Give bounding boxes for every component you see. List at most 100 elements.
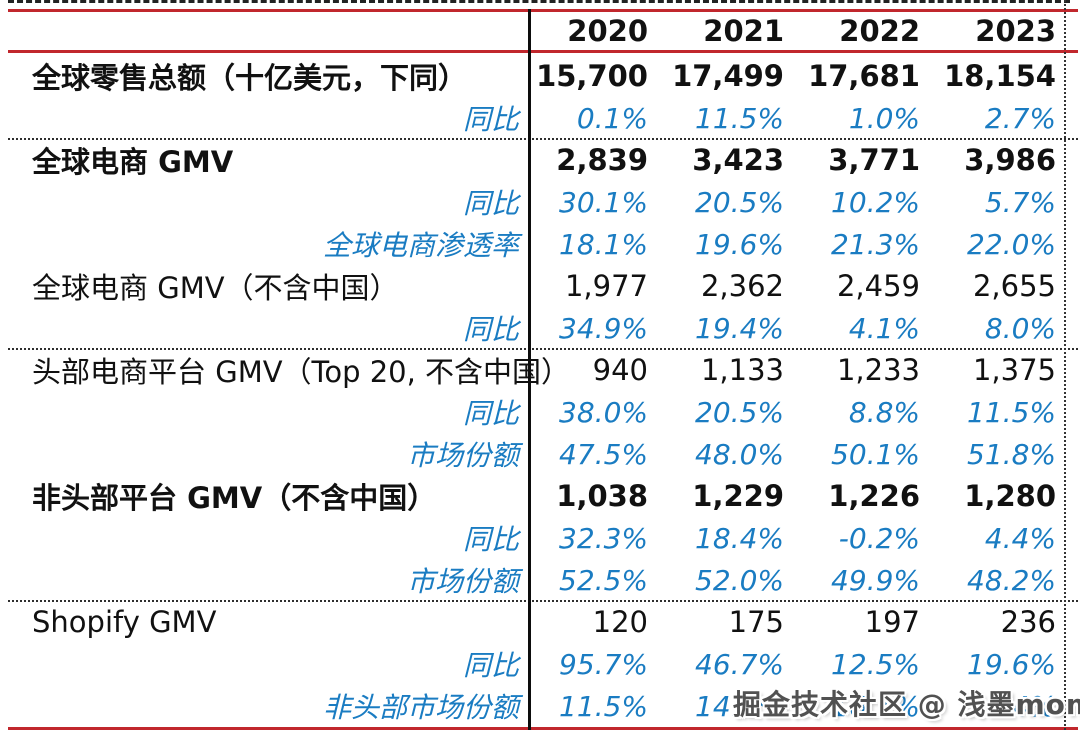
cell-value-2020: 38.0% (559, 395, 648, 429)
cell-value-2020: 34.9% (559, 311, 648, 345)
cell-value-2021: 1,133 (700, 353, 784, 387)
cell-value-2023: 3,986 (964, 143, 1056, 177)
table-row: 全球电商渗透率 18.1% 19.6% 21.3% 22.0% (8, 223, 1075, 265)
cell-value-2023: 236 (1000, 605, 1056, 639)
header-bottom-red-rule (8, 50, 1078, 53)
cell-value-2021: 1,229 (692, 479, 784, 513)
top-clipped-dashed-line (8, 0, 1070, 3)
table-row: 头部电商平台 GMV（Top 20, 不含中国） 940 1,133 1,233… (8, 349, 1075, 391)
cell-value-2022: 1,226 (828, 479, 920, 513)
table-row: 市场份额 47.5% 48.0% 50.1% 51.8% (8, 433, 1075, 475)
cell-value-2020: 2,839 (556, 143, 648, 177)
cell-value-2023: 48.2% (967, 563, 1056, 597)
table-row: 全球电商 GMV 2,839 3,423 3,771 3,986 (8, 139, 1075, 181)
header-year-2021: 2021 (703, 14, 784, 48)
cell-value-2023: 18.4% (967, 689, 1056, 723)
row-label: 非头部平台 GMV（不含中国） (32, 481, 437, 515)
cell-value-2022: 50.1% (831, 437, 920, 471)
cell-value-2020: 18.1% (559, 227, 648, 261)
cell-value-2022: 10.2% (831, 185, 920, 219)
row-label: 市场份额 (406, 565, 519, 598)
right-edge-dotted-line (1064, 0, 1066, 730)
cell-value-2021: 14.3% (695, 689, 784, 723)
cell-value-2022: 197 (864, 605, 920, 639)
cell-value-2023: 18,154 (944, 59, 1056, 93)
cell-value-2022: 49.9% (831, 563, 920, 597)
cell-value-2022: -0.2% (838, 521, 920, 555)
header-row: 2020 2021 2022 2023 (8, 12, 1075, 50)
cell-value-2022: 3,771 (828, 143, 920, 177)
cell-value-2021: 20.5% (695, 395, 784, 429)
cell-value-2023: 1,280 (964, 479, 1056, 513)
cell-value-2022: 12.5% (831, 647, 920, 681)
table-row: 同比 32.3% 18.4% -0.2% 4.4% (8, 517, 1075, 559)
header-year-2020: 2020 (567, 14, 648, 48)
cell-value-2023: 5.7% (984, 185, 1056, 219)
section-dotted-divider (8, 348, 1078, 350)
header-year-2022: 2022 (839, 14, 920, 48)
cell-value-2022: 17,681 (808, 59, 920, 93)
row-label: 同比 (462, 649, 519, 682)
cell-value-2022: 8.8% (848, 395, 920, 429)
table-row: 全球零售总额（十亿美元，下同） 15,700 17,499 17,681 18,… (8, 55, 1075, 97)
cell-value-2022: 4.1% (848, 311, 920, 345)
row-label: 全球电商 GMV (32, 145, 234, 179)
row-label: 非头部市场份额 (322, 691, 519, 724)
table-row: 非头部市场份额 11.5% 14.3% 16.1% 18.4% (8, 685, 1075, 727)
cell-value-2020: 11.5% (559, 689, 648, 723)
cell-value-2020: 95.7% (559, 647, 648, 681)
row-label: 全球零售总额（十亿美元，下同） (32, 61, 468, 95)
row-label: 同比 (462, 313, 519, 346)
cell-value-2023: 8.0% (984, 311, 1056, 345)
cell-value-2022: 16.1% (831, 689, 920, 723)
table-body: 全球零售总额（十亿美元，下同） 15,700 17,499 17,681 18,… (8, 55, 1078, 727)
cell-value-2021: 48.0% (695, 437, 784, 471)
row-label: 同比 (462, 523, 519, 556)
cell-value-2021: 18.4% (695, 521, 784, 555)
cell-value-2020: 30.1% (559, 185, 648, 219)
table-bottom-red-rule (8, 727, 1078, 730)
label-column-divider-line (528, 9, 531, 730)
cell-value-2021: 52.0% (695, 563, 784, 597)
table-row: 非头部平台 GMV（不含中国） 1,038 1,229 1,226 1,280 (8, 475, 1075, 517)
cell-value-2023: 4.4% (984, 521, 1056, 555)
cell-value-2020: 47.5% (559, 437, 648, 471)
table-row: 同比 95.7% 46.7% 12.5% 19.6% (8, 643, 1075, 685)
cell-value-2022: 2,459 (836, 269, 920, 303)
cell-value-2020: 1,038 (556, 479, 648, 513)
row-label: 同比 (462, 187, 519, 220)
table-row: 同比 30.1% 20.5% 10.2% 5.7% (8, 181, 1075, 223)
table-row: 同比 34.9% 19.4% 4.1% 8.0% (8, 307, 1075, 349)
table-row: 全球电商 GMV（不含中国） 1,977 2,362 2,459 2,655 (8, 265, 1075, 307)
cell-value-2023: 22.0% (967, 227, 1056, 261)
cell-value-2021: 175 (728, 605, 784, 639)
cell-value-2023: 2.7% (984, 101, 1056, 135)
cell-value-2022: 1.0% (848, 101, 920, 135)
row-label: 市场份额 (406, 439, 519, 472)
cell-value-2021: 17,499 (672, 59, 784, 93)
cell-value-2023: 1,375 (972, 353, 1056, 387)
cell-value-2020: 1,977 (564, 269, 648, 303)
row-label: 头部电商平台 GMV（Top 20, 不含中国） (32, 355, 571, 389)
cell-value-2023: 11.5% (967, 395, 1056, 429)
cell-value-2023: 2,655 (972, 269, 1056, 303)
row-label: 同比 (462, 397, 519, 430)
row-label: Shopify GMV (32, 605, 217, 639)
row-label: 同比 (462, 103, 519, 136)
cell-value-2021: 19.4% (695, 311, 784, 345)
cell-value-2020: 52.5% (559, 563, 648, 597)
watermark: 掘金技术社区 @ 浅墨momo (733, 688, 1080, 721)
section-dotted-divider (8, 600, 1078, 602)
cell-value-2023: 51.8% (967, 437, 1056, 471)
table-row: 同比 0.1% 11.5% 1.0% 2.7% (8, 97, 1075, 139)
cell-value-2020: 32.3% (559, 521, 648, 555)
cell-value-2021: 11.5% (695, 101, 784, 135)
row-label: 全球电商 GMV（不含中国） (32, 271, 399, 305)
section-dotted-divider (8, 138, 1078, 140)
header-year-2023: 2023 (975, 14, 1056, 48)
cell-value-2020: 0.1% (576, 101, 648, 135)
table-row: Shopify GMV 120 175 197 236 (8, 601, 1075, 643)
cell-value-2022: 1,233 (836, 353, 920, 387)
cell-value-2021: 46.7% (695, 647, 784, 681)
